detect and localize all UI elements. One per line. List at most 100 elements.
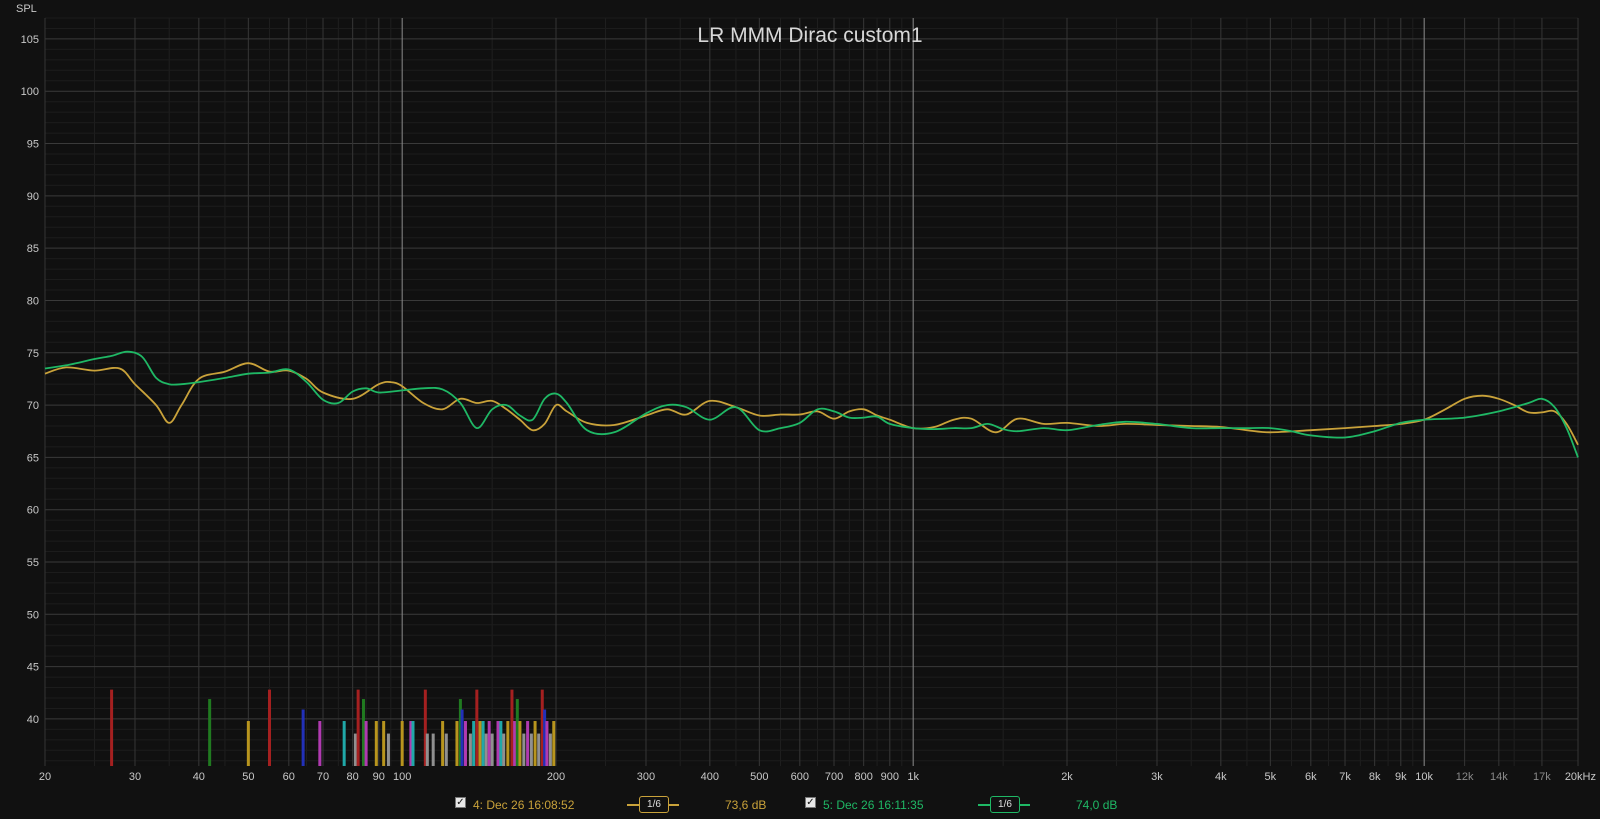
x-axis-ticks: 20 30 40 50 60 70 80 90 100 200 300 400 500 600 700 800… — [39, 771, 1596, 783]
resonance-bar — [444, 733, 448, 766]
chart-title: LR MMM Dirac custom1 — [697, 24, 922, 47]
frequency-response-chart: 105 100 95 90 85 80 75 70 65 60 55 50 45 40 20 30 40 50 6… — [16, 3, 1596, 783]
resonance-bar — [374, 721, 378, 766]
y-tick-label: 65 — [27, 452, 39, 464]
plot-area[interactable] — [45, 18, 1578, 766]
resonance-bar — [522, 733, 526, 766]
y-tick-label: 70 — [27, 400, 39, 412]
resonance-bar — [110, 689, 114, 766]
resonance-bar — [301, 709, 305, 766]
resonance-bar — [267, 689, 271, 766]
resonance-bar — [540, 689, 544, 766]
y-tick-label: 90 — [27, 191, 39, 203]
resonance-bar — [484, 733, 488, 766]
resonance-bar — [400, 721, 404, 766]
resonance-bar — [441, 721, 445, 766]
x-tick-label: 300 — [637, 771, 655, 783]
major-grid — [44, 18, 1579, 766]
resonance-bar — [475, 689, 479, 766]
resonance-bar — [431, 733, 435, 766]
resonance-bar — [458, 699, 462, 766]
x-tick-label: 100 — [393, 771, 411, 783]
y-axis-label: SPL — [16, 3, 37, 15]
x-tick-label: 500 — [750, 771, 768, 783]
series-2-level: 74,0 dB — [1076, 798, 1118, 812]
resonance-bar — [356, 689, 360, 766]
resonance-bar — [499, 721, 503, 766]
resonance-bar — [526, 721, 530, 766]
resonance-bars — [110, 689, 556, 766]
y-tick-label: 45 — [27, 662, 39, 674]
resonance-bar — [460, 709, 464, 766]
x-tick-label: 600 — [791, 771, 809, 783]
x-tick-label: 2k — [1061, 771, 1073, 783]
y-tick-label: 80 — [27, 295, 39, 307]
x-tick-label: 9k — [1395, 771, 1407, 783]
y-tick-label: 55 — [27, 557, 39, 569]
resonance-bar — [537, 733, 541, 766]
resonance-bar — [545, 721, 549, 766]
y-tick-label: 105 — [21, 34, 39, 46]
series-1-label[interactable]: 4: Dec 26 16:08:52 — [473, 798, 575, 812]
x-tick-label: 40 — [193, 771, 205, 783]
x-tick-label: 7k — [1339, 771, 1351, 783]
resonance-bar — [506, 721, 510, 766]
x-tick-label: 20 — [39, 771, 51, 783]
resonance-bar — [208, 699, 212, 766]
resonance-bar — [515, 699, 519, 766]
resonance-bar — [455, 721, 459, 766]
x-tick-label: 200 — [547, 771, 565, 783]
resonance-bar — [533, 721, 537, 766]
resonance-bar — [463, 721, 467, 766]
resonance-bar — [411, 721, 415, 766]
x-tick-label: 5k — [1265, 771, 1277, 783]
y-tick-label: 75 — [27, 348, 39, 360]
x-tick-label: 1k — [907, 771, 919, 783]
resonance-bar — [342, 721, 346, 766]
x-tick-label: 80 — [347, 771, 359, 783]
y-axis-ticks: 105 100 95 90 85 80 75 70 65 60 55 50 45 40 — [21, 34, 39, 726]
resonance-bar — [364, 721, 368, 766]
x-tick-label: 6k — [1305, 771, 1317, 783]
y-tick-label: 60 — [27, 505, 39, 517]
series-2-line — [44, 350, 1579, 458]
resonance-bar — [502, 733, 506, 766]
series-1-checkbox[interactable]: ✓ — [455, 797, 466, 808]
x-tick-label: 8k — [1369, 771, 1381, 783]
resonance-bar — [468, 733, 472, 766]
resonance-bar — [552, 721, 556, 766]
x-tick-label: 800 — [854, 771, 872, 783]
resonance-bar — [409, 721, 413, 766]
x-tick-label: 70 — [317, 771, 329, 783]
resonance-bar — [510, 689, 514, 766]
x-tick-label: 90 — [373, 771, 385, 783]
series-1-smoothing-value: 1/6 — [639, 796, 669, 813]
resonance-bar — [496, 721, 500, 766]
resonance-bar — [246, 721, 250, 766]
resonance-bar — [423, 689, 427, 766]
x-tick-label: 14k — [1490, 771, 1508, 783]
x-tick-label: 900 — [881, 771, 899, 783]
y-tick-label: 95 — [27, 139, 39, 151]
legend: ✓ 4: Dec 26 16:08:52 1/6 73,6 dB ✓ 5: De… — [0, 790, 1600, 819]
x-tick-label: 17k — [1533, 771, 1551, 783]
resonance-bar — [513, 721, 517, 766]
x-tick-label: 30 — [129, 771, 141, 783]
series-layer — [44, 350, 1579, 458]
y-tick-label: 85 — [27, 243, 39, 255]
y-tick-label: 50 — [27, 609, 39, 621]
series-2-checkbox[interactable]: ✓ — [805, 797, 816, 808]
resonance-bar — [548, 733, 552, 766]
x-tick-label: 50 — [242, 771, 254, 783]
resonance-bar — [361, 699, 365, 766]
x-tick-label: 3k — [1151, 771, 1163, 783]
resonance-bar — [382, 721, 386, 766]
resonance-bar — [543, 709, 547, 766]
resonance-bar — [425, 733, 429, 766]
x-tick-label: 12k — [1456, 771, 1474, 783]
resonance-bar — [529, 733, 533, 766]
x-tick-label: 20kHz — [1565, 771, 1596, 783]
series-2-label[interactable]: 5: Dec 26 16:11:35 — [823, 798, 924, 812]
x-tick-label: 4k — [1215, 771, 1227, 783]
x-tick-label: 10k — [1415, 771, 1433, 783]
